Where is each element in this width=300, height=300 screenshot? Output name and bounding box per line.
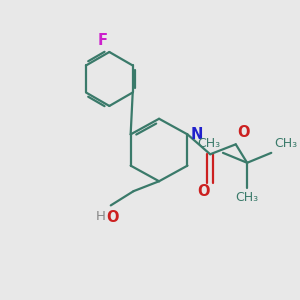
Text: CH₃: CH₃: [274, 137, 297, 150]
Text: CH₃: CH₃: [197, 137, 220, 150]
Text: O: O: [237, 125, 250, 140]
Text: O: O: [106, 210, 118, 225]
Text: CH₃: CH₃: [236, 191, 259, 204]
Text: H: H: [96, 210, 106, 223]
Text: N: N: [191, 127, 203, 142]
Text: F: F: [97, 33, 107, 48]
Text: O: O: [197, 184, 209, 199]
